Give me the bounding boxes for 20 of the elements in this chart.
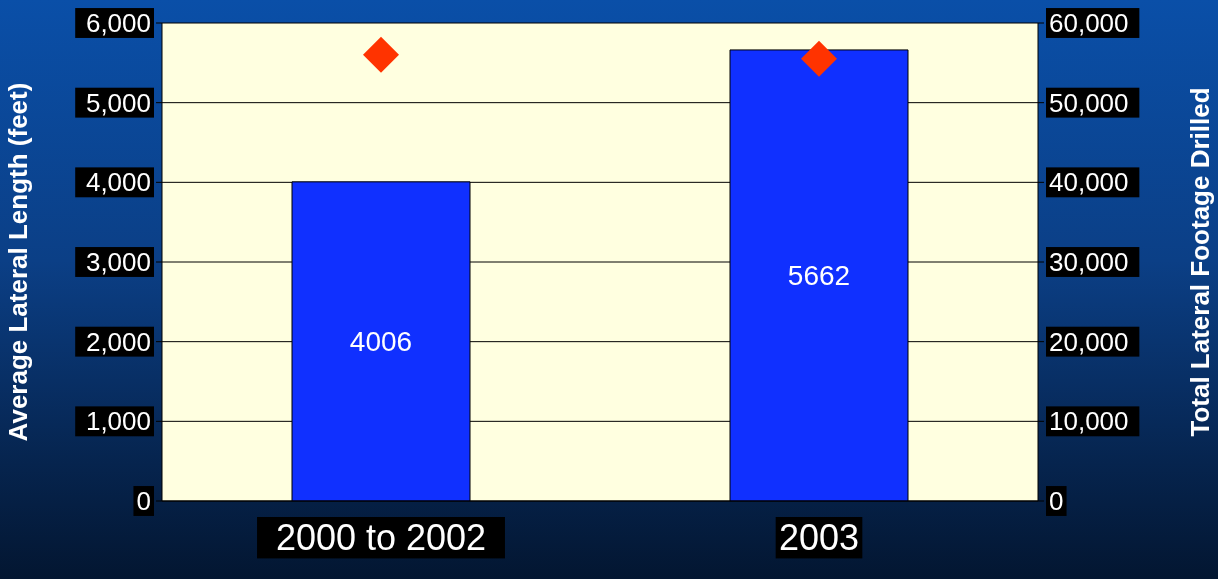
y2-tick-label: 20,000 [1049,326,1129,357]
y2-tick-label: 10,000 [1049,406,1129,437]
x-tick-label: 2000 to 2002 [275,517,487,559]
y-axis-title: Average Lateral Length (feet) [3,82,34,442]
y2-tick-label: 40,000 [1049,167,1129,198]
data-label: 4006 [349,326,413,358]
y-tick-label: 1,000 [85,406,151,437]
y-tick-label: 4,000 [85,167,151,198]
y-tick-label: 5,000 [85,87,151,118]
x-tick-label: 2003 [778,517,860,559]
y-tick-label: 3,000 [85,247,151,278]
y2-tick-label: 50,000 [1049,87,1129,118]
y2-tick-label: 30,000 [1049,247,1129,278]
y2-tick-label: 0 [1049,486,1064,517]
y-tick-label: 2,000 [85,326,151,357]
y-tick-label: 6,000 [85,8,151,39]
y-tick-label: 0 [136,486,151,517]
y2-axis-title: Total Lateral Footage Drilled [1185,87,1216,437]
data-label: 5662 [787,260,851,292]
y2-tick-label: 60,000 [1049,8,1129,39]
